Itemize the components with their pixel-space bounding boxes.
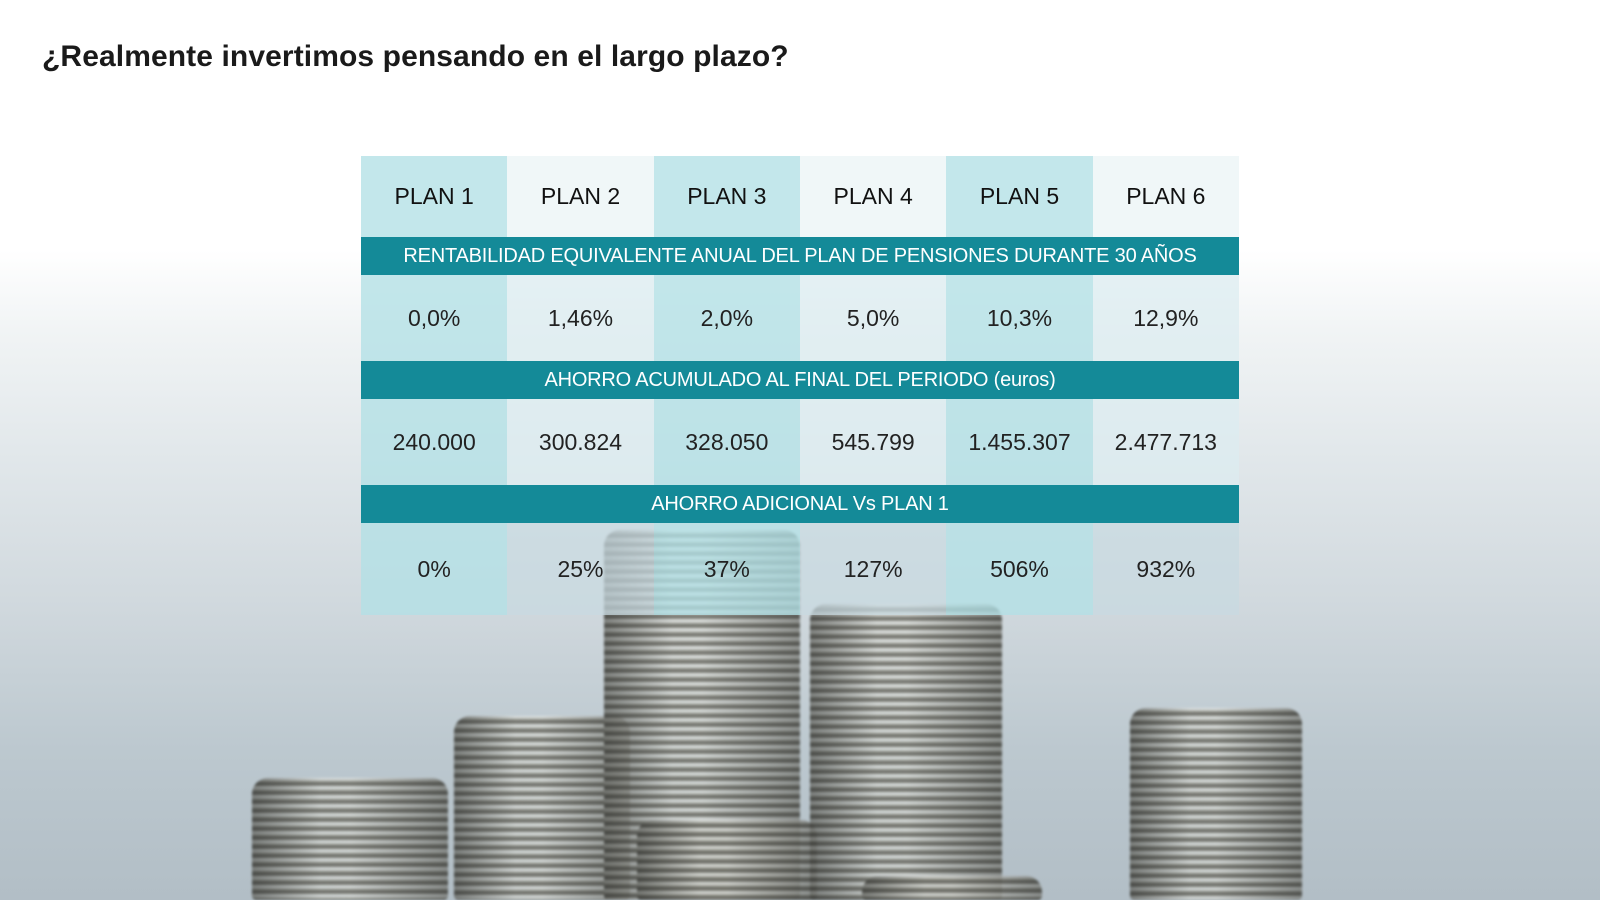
ahorro-acumulado-plan-1: 240.000	[361, 399, 508, 485]
ahorro-acumulado-plan-2: 300.824	[507, 399, 654, 485]
header-plan-2: PLAN 2	[507, 156, 654, 237]
ahorro-acumulado-plan-4: 545.799	[799, 399, 947, 485]
ahorro-adicional-plan-4: 127%	[799, 523, 947, 615]
value-row-ahorro-acumulado: 240.000 300.824 328.050 545.799 1.455.30…	[361, 399, 1239, 485]
plan-header-row: PLAN 1 PLAN 2 PLAN 3 PLAN 4 PLAN 5 PLAN …	[361, 156, 1239, 237]
coin-stack	[252, 778, 448, 900]
value-row-rentabilidad: 0,0% 1,46% 2,0% 5,0% 10,3% 12,9%	[361, 275, 1239, 361]
rentabilidad-plan-5: 10,3%	[946, 275, 1093, 361]
section-row-rentabilidad: RENTABILIDAD EQUIVALENTE ANUAL DEL PLAN …	[361, 237, 1239, 275]
rentabilidad-plan-6: 12,9%	[1092, 275, 1239, 361]
coin-stack	[862, 876, 1042, 900]
section-row-ahorro-adicional: AHORRO ADICIONAL Vs PLAN 1	[361, 485, 1239, 523]
ahorro-adicional-plan-2: 25%	[507, 523, 654, 615]
section-row-ahorro-acumulado: AHORRO ACUMULADO AL FINAL DEL PERIODO (e…	[361, 361, 1239, 399]
value-row-ahorro-adicional: 0% 25% 37% 127% 506% 932%	[361, 523, 1239, 615]
page-title: ¿Realmente invertimos pensando en el lar…	[42, 40, 789, 73]
section-label-ahorro-acumulado: AHORRO ACUMULADO AL FINAL DEL PERIODO (e…	[361, 361, 1239, 399]
pension-plans-table: PLAN 1 PLAN 2 PLAN 3 PLAN 4 PLAN 5 PLAN …	[361, 156, 1239, 615]
ahorro-acumulado-plan-5: 1.455.307	[946, 399, 1093, 485]
header-plan-3: PLAN 3	[653, 156, 800, 237]
coin-stack	[454, 716, 630, 900]
header-plan-5: PLAN 5	[946, 156, 1093, 237]
ahorro-acumulado-plan-3: 328.050	[653, 399, 800, 485]
ahorro-adicional-plan-5: 506%	[946, 523, 1093, 615]
header-plan-1: PLAN 1	[361, 156, 508, 237]
rentabilidad-plan-2: 1,46%	[507, 275, 654, 361]
ahorro-adicional-plan-3: 37%	[653, 523, 800, 615]
rentabilidad-plan-3: 2,0%	[653, 275, 800, 361]
rentabilidad-plan-1: 0,0%	[361, 275, 508, 361]
ahorro-acumulado-plan-6: 2.477.713	[1092, 399, 1239, 485]
coin-stack	[1130, 708, 1302, 900]
ahorro-adicional-plan-1: 0%	[361, 523, 508, 615]
section-label-rentabilidad: RENTABILIDAD EQUIVALENTE ANUAL DEL PLAN …	[361, 237, 1239, 275]
header-plan-4: PLAN 4	[799, 156, 947, 237]
ahorro-adicional-plan-6: 932%	[1092, 523, 1239, 615]
coin-stack	[637, 820, 817, 900]
rentabilidad-plan-4: 5,0%	[799, 275, 947, 361]
section-label-ahorro-adicional: AHORRO ADICIONAL Vs PLAN 1	[361, 485, 1239, 523]
header-plan-6: PLAN 6	[1092, 156, 1239, 237]
coin-stack	[810, 604, 1002, 900]
